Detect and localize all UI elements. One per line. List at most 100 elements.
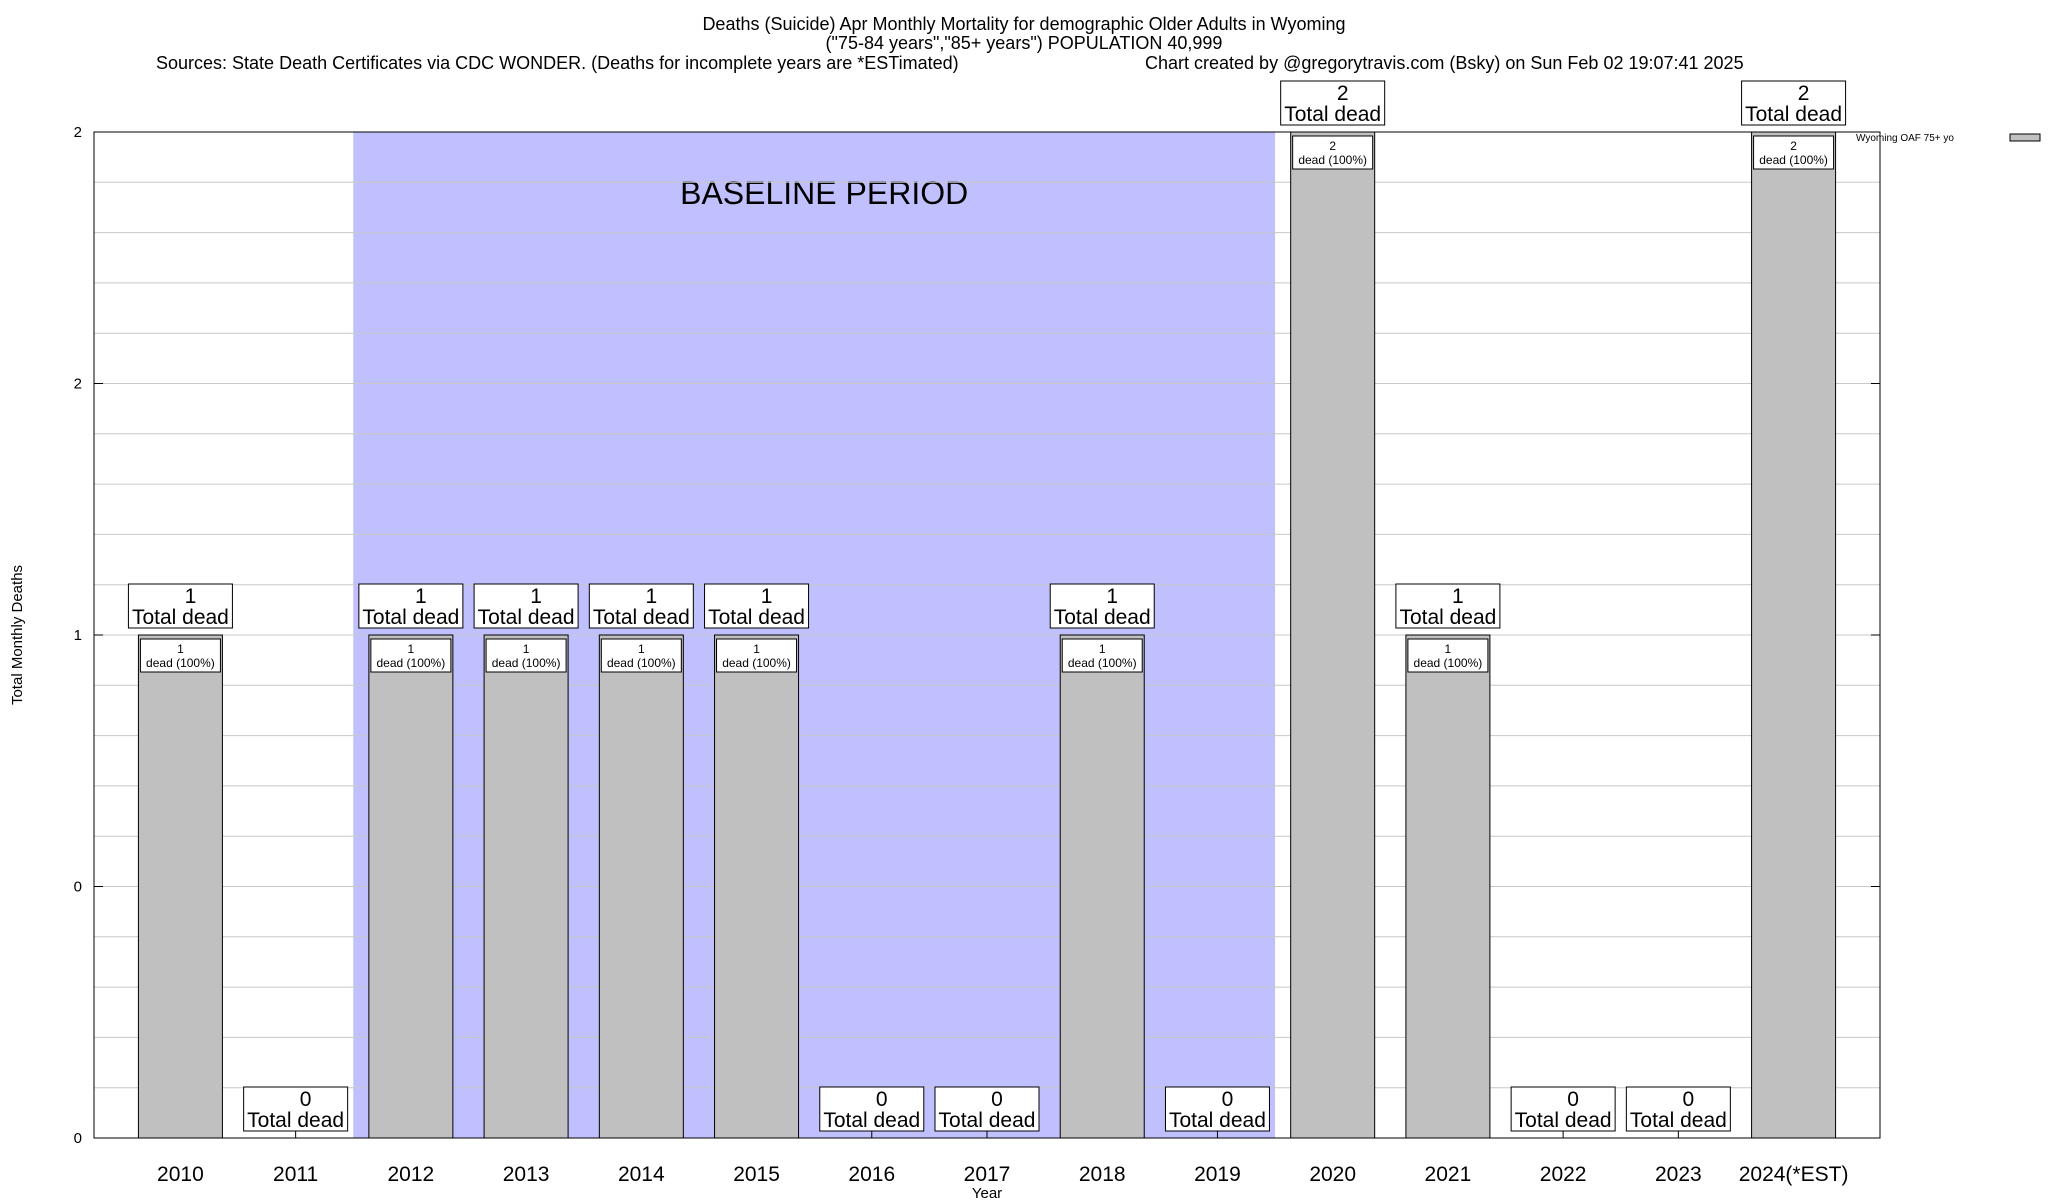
x-tick-label: 2020 [1309,1163,1356,1186]
x-axis-title: Year [972,1185,1002,1200]
bar [137,634,223,1139]
bar-total-value: 0 [300,1088,312,1111]
bar-total-value: 2 [1337,82,1349,105]
chart-source-text: Sources: State Death Certificates via CD… [156,53,959,73]
x-tick-label: 2011 [273,1163,318,1186]
x-tick-label: 2023 [1655,1163,1702,1186]
x-tick-label: 2022 [1540,1163,1587,1186]
bar-total-value: 0 [1683,1088,1695,1111]
bar-total-label-box [1510,1086,1616,1132]
bar-total-label-box [1741,80,1847,126]
bar-total-label-box [704,583,810,629]
bar-inner-label: dead (100%) [1414,656,1483,670]
chart-title-line1: Deaths (Suicide) Apr Monthly Mortality f… [702,14,1346,34]
x-tick-label: 2024(*EST) [1739,1163,1849,1186]
bar-total-label-box [934,1086,1040,1132]
bar-inner-label: dead (100%) [722,656,791,670]
y-axis-title: Total Monthly Deaths [9,565,26,705]
bar-inner-label: dead (100%) [1298,153,1367,167]
bar-total-label-box [358,583,464,629]
bar-total-label: Total dead [1169,1109,1266,1132]
bar-total-value: 0 [1567,1088,1579,1111]
bar-total-label-box [1049,583,1155,629]
legend-label: Wyoming OAF 75+ yo [1856,133,1954,144]
bar-inner-value: 1 [638,642,645,656]
x-tick-label: 2018 [1079,1163,1126,1186]
bar [368,634,454,1139]
chart-credit-text: Chart created by @gregorytravis.com (Bsk… [1145,53,1744,73]
bar-inner-label-box [485,638,567,673]
bar-inner-label: dead (100%) [492,656,561,670]
bar-total-value: 0 [991,1088,1003,1111]
bar-total-value: 1 [645,585,657,608]
bar [1290,131,1376,1139]
bar-total-value: 2 [1798,82,1810,105]
bar-total-value: 1 [761,585,773,608]
baseline-label: BASELINE PERIOD [680,175,968,211]
legend-swatch [2009,133,2041,142]
x-tick-label: 2015 [733,1163,780,1186]
bar-inner-label-box [1753,135,1835,170]
bar-total-label: Total dead [939,1109,1036,1132]
bar-total-label-box [1625,1086,1731,1132]
bar [1405,634,1491,1139]
bar-total-label-box [1164,1086,1270,1132]
x-tick-label: 2021 [1425,1163,1472,1186]
bar-inner-label-box [1407,638,1489,673]
bar [1059,634,1145,1139]
bar-inner-label-box [716,638,798,673]
y-tick-label: 2 [74,124,82,141]
bar-inner-value: 1 [408,642,415,656]
bar-inner-label: dead (100%) [1068,656,1137,670]
bar-total-label: Total dead [1284,103,1381,126]
bar-inner-label: dead (100%) [146,656,215,670]
bar-total-value: 1 [415,585,427,608]
bar-inner-label: dead (100%) [1759,153,1828,167]
bar-inner-label-box [1061,638,1143,673]
bar-inner-value: 2 [1329,139,1336,153]
bar-total-value: 1 [1452,585,1464,608]
bar-total-label: Total dead [478,606,575,629]
bar-inner-value: 1 [1099,642,1106,656]
bar-total-label: Total dead [1630,1109,1727,1132]
bar-total-label: Total dead [1054,606,1151,629]
x-tick-label: 2010 [157,1163,204,1186]
bar-total-label: Total dead [132,606,229,629]
bar-total-label: Total dead [593,606,690,629]
bar-total-label: Total dead [362,606,459,629]
bar-total-label: Total dead [823,1109,920,1132]
bar-inner-label: dead (100%) [377,656,446,670]
bar-total-label: Total dead [708,606,805,629]
bar-inner-label: dead (100%) [607,656,676,670]
bar-total-label-box [819,1086,925,1132]
bar-inner-label-box [139,638,221,673]
bar-inner-value: 1 [1445,642,1452,656]
bar [1751,131,1837,1139]
x-tick-label: 2019 [1194,1163,1241,1186]
x-tick-label: 2013 [503,1163,550,1186]
bar-total-value: 0 [876,1088,888,1111]
x-tick-label: 2016 [848,1163,895,1186]
bar-inner-label-box [1292,135,1374,170]
bar-total-label-box [243,1086,349,1132]
bar-total-value: 1 [1106,585,1118,608]
bar-total-label: Total dead [1515,1109,1612,1132]
x-tick-label: 2017 [964,1163,1011,1186]
bar-total-label-box [588,583,694,629]
bar-total-label: Total dead [1399,606,1496,629]
bar-total-value: 1 [185,585,197,608]
bar-inner-value: 1 [177,642,184,656]
bar-total-label-box [1395,583,1501,629]
y-tick-label: 0 [74,879,82,896]
y-tick-label: 2 [74,376,82,393]
y-tick-label: 0 [74,1130,82,1147]
bar-total-value: 1 [530,585,542,608]
bar [598,634,684,1139]
x-tick-label: 2014 [618,1163,665,1186]
bar-inner-value: 1 [523,642,530,656]
bar-inner-label-box [370,638,452,673]
bar [483,634,569,1139]
bar-inner-value: 2 [1790,139,1797,153]
bar-inner-value: 1 [753,642,760,656]
